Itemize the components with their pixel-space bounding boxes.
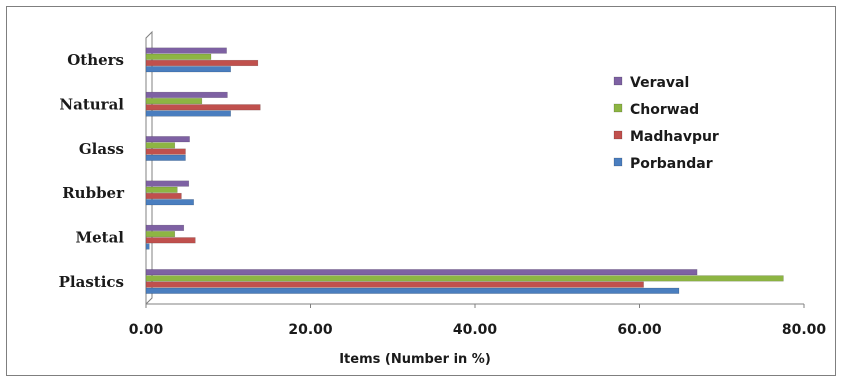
bar-madhavpur-others [145, 59, 259, 67]
x-axis-title: Items (Number in %) [339, 352, 491, 367]
legend-label-chorwad: Chorwad [630, 102, 699, 118]
chart-frame [6, 6, 836, 376]
bar-veraval-others [145, 47, 227, 54]
legend-swatch-veraval [613, 76, 623, 86]
x-tick-label: 20.00 [288, 322, 333, 338]
category-label-natural: Natural [59, 96, 124, 114]
legend-swatch-porbandar [613, 157, 623, 167]
bar-veraval-natural [145, 91, 228, 98]
category-label-glass: Glass [79, 140, 124, 158]
x-tick-label: 40.00 [453, 322, 498, 338]
bar-porbandar-plastics [145, 287, 680, 294]
category-label-rubber: Rubber [62, 184, 125, 202]
legend-label-madhavpur: Madhavpur [630, 129, 719, 145]
bar-veraval-plastics [145, 269, 698, 276]
bar-porbandar-natural [145, 110, 231, 117]
bar-porbandar-metal [145, 243, 150, 250]
x-tick-label: 60.00 [617, 322, 662, 338]
bar-porbandar-glass [145, 154, 186, 161]
category-label-plastics: Plastics [59, 273, 124, 291]
bar-porbandar-rubber [145, 199, 194, 206]
legend-label-veraval: Veraval [630, 75, 689, 91]
bar-chorwad-natural [145, 98, 203, 105]
bar-veraval-rubber [145, 180, 190, 187]
legend-swatch-chorwad [613, 103, 623, 113]
bar-chorwad-others [145, 53, 212, 60]
bar-madhavpur-rubber [145, 192, 182, 200]
legend-label-porbandar: Porbandar [630, 156, 713, 172]
bar-veraval-glass [145, 136, 190, 143]
bar-veraval-metal [145, 224, 185, 231]
category-label-others: Others [67, 51, 124, 69]
legend-swatch-madhavpur [613, 130, 623, 140]
bar-chorwad-plastics [145, 275, 784, 282]
bar-madhavpur-glass [145, 148, 186, 155]
bar-chorwad-rubber [145, 186, 178, 193]
x-tick-label: 80.00 [782, 322, 827, 338]
category-label-metal: Metal [76, 229, 125, 247]
axis-wall [145, 30, 153, 306]
bar-madhavpur-natural [145, 104, 261, 111]
bar-chorwad-glass [145, 142, 176, 149]
bar-porbandar-others [145, 66, 231, 73]
bar-madhavpur-plastics [145, 281, 644, 288]
x-tick-label: 0.00 [129, 322, 164, 338]
bar-chorwad-metal [145, 231, 176, 238]
bar-madhavpur-metal [145, 237, 196, 244]
